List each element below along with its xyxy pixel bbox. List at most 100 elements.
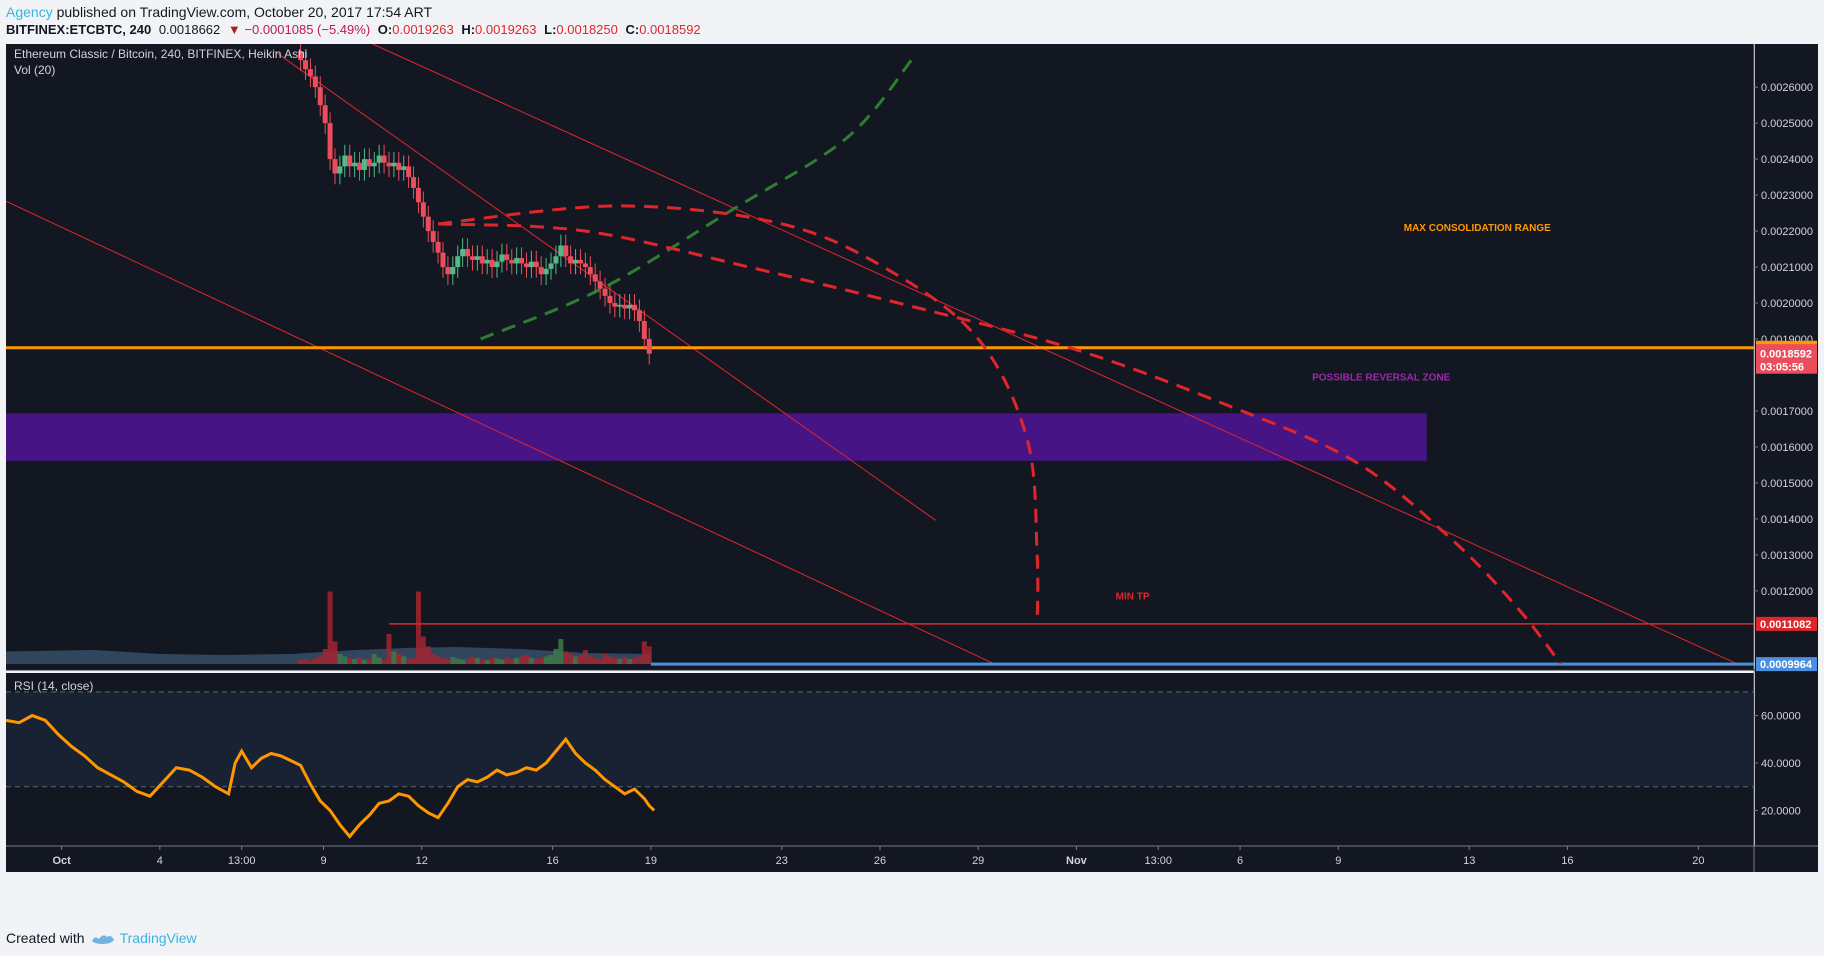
open-value: 0.0019263: [392, 22, 454, 37]
published-text: published on TradingView.com, October 20…: [56, 4, 432, 20]
chart-area[interactable]: MAX CONSOLIDATION RANGE POSSIBLE REVERSAL…: [6, 44, 1818, 902]
volume-bar: [317, 656, 323, 664]
volume-bar: [303, 659, 309, 664]
low-label: L:: [544, 22, 557, 37]
volume-bar: [450, 657, 456, 664]
rsi-tick-label: 20.0000: [1761, 805, 1801, 817]
price-tick-label: 0.0021000: [1761, 262, 1813, 274]
candle: [543, 268, 549, 275]
author-link[interactable]: Agency: [6, 4, 53, 20]
candle: [627, 304, 633, 309]
candle: [494, 261, 500, 268]
volume-bar: [361, 659, 367, 664]
candle: [347, 155, 353, 167]
candle: [499, 254, 505, 262]
tradingview-brand[interactable]: TradingView: [91, 930, 197, 946]
price-tick-label: 0.0023000: [1761, 190, 1813, 202]
time-tick-label: 13:00: [1144, 855, 1172, 867]
time-tick-label: 26: [874, 855, 886, 867]
rsi-tick-label: 40.0000: [1761, 758, 1801, 770]
price-tick-label: 0.0012000: [1761, 586, 1813, 598]
volume-bar: [391, 651, 397, 664]
rsi-line: [6, 713, 656, 839]
volume-bar: [445, 659, 451, 664]
footer: Created with TradingView: [6, 930, 197, 946]
symbol-label: BITFINEX:ETCBTC, 240: [6, 22, 152, 37]
candle: [430, 231, 436, 242]
volume-bar: [494, 658, 500, 664]
rsi-label: RSI (14, close): [14, 679, 93, 693]
volume-bar: [366, 658, 372, 664]
volume-bar: [587, 656, 593, 664]
volume-bar: [631, 658, 637, 664]
volume-bar: [469, 656, 475, 664]
volume-bar: [641, 641, 647, 664]
annotation-label: MAX CONSOLIDATION RANGE: [1404, 223, 1551, 234]
volume-bar: [332, 641, 338, 664]
candle: [327, 123, 333, 160]
volume-bar: [337, 654, 343, 664]
volume-bar: [352, 659, 358, 664]
candle: [298, 51, 304, 61]
candle: [509, 259, 515, 264]
volume-bar: [406, 659, 412, 664]
time-tick-label: 16: [1561, 855, 1573, 867]
volume-bar: [607, 656, 613, 664]
price-tick-label: 0.0024000: [1761, 154, 1813, 166]
volume-bar: [401, 656, 407, 664]
price-tick-label: 0.0016000: [1761, 442, 1813, 454]
volume-bar: [627, 659, 633, 664]
volume-bar: [592, 658, 598, 664]
candle: [622, 304, 628, 309]
price-badge: [1756, 346, 1817, 361]
time-tick-label: 23: [776, 855, 788, 867]
projection-curve: [437, 204, 1040, 624]
volume-bar: [519, 656, 525, 664]
candle: [312, 76, 318, 88]
candle: [317, 87, 323, 106]
annotation-label: MIN TP: [1116, 591, 1150, 602]
volume-bar: [523, 655, 529, 664]
change-down-icon: ▼: [227, 22, 241, 37]
price-tick-label: 0.0020000: [1761, 298, 1813, 310]
price-badge-label: 03:05:56: [1760, 362, 1804, 374]
candle: [636, 310, 642, 322]
rsi-tick-label: 60.0000: [1761, 711, 1801, 723]
volume-bar: [376, 657, 382, 664]
tradingview-brand-label: TradingView: [119, 930, 197, 946]
time-axis-bg: [6, 846, 1818, 872]
volume-bar: [396, 654, 402, 664]
candle: [455, 256, 461, 268]
volume-bar: [514, 658, 520, 664]
chart-title: Ethereum Classic / Bitcoin, 240, BITFINE…: [14, 47, 307, 61]
candle: [406, 166, 412, 178]
price-tick-label: 0.0025000: [1761, 118, 1813, 130]
candle: [357, 162, 363, 170]
candle: [489, 259, 495, 268]
candle: [523, 263, 529, 268]
candle: [563, 245, 569, 257]
time-tick-label: 20: [1692, 855, 1704, 867]
volume-bar: [484, 660, 490, 664]
change-value: −0.0001085 (−5.49%): [244, 22, 371, 37]
candle: [371, 162, 377, 167]
candle: [646, 339, 652, 354]
volume-bar: [538, 658, 544, 664]
ohlc-bar: BITFINEX:ETCBTC, 240 0.0018662 ▼ −0.0001…: [6, 22, 701, 37]
candle: [548, 263, 554, 269]
high-label: H:: [461, 22, 476, 37]
volume-bar: [548, 655, 554, 664]
volume-bar: [543, 656, 549, 664]
volume-bar: [371, 654, 377, 664]
candle: [337, 166, 343, 174]
volume-bar: [435, 656, 441, 664]
volume-bar: [504, 657, 510, 664]
volume-bar: [617, 659, 623, 664]
volume-bar: [420, 636, 426, 664]
candle: [533, 261, 539, 268]
candle: [617, 304, 623, 307]
volume-bar: [357, 657, 363, 664]
projection-curve: [438, 222, 1563, 666]
candle: [573, 259, 579, 264]
candle: [538, 267, 544, 275]
